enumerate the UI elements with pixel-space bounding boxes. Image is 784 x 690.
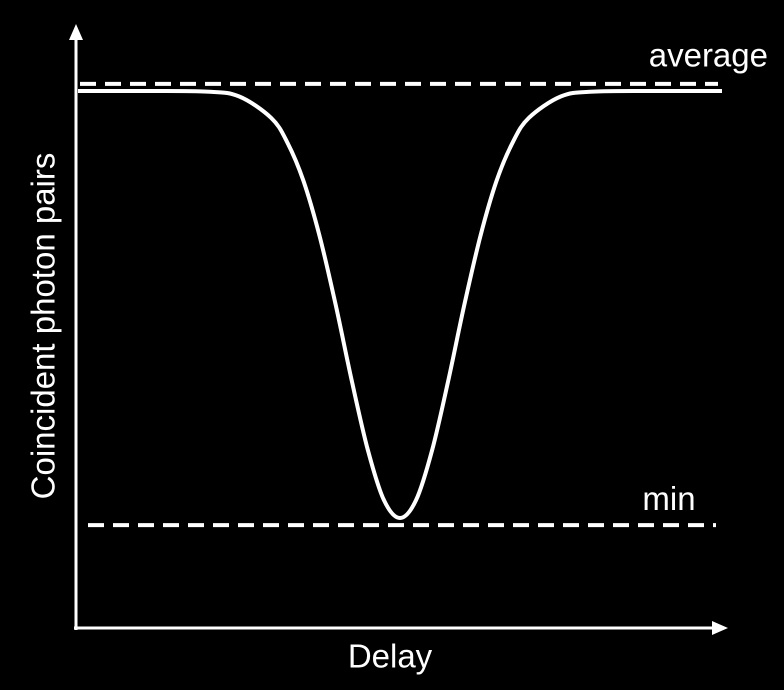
x-axis-arrow [712, 621, 728, 635]
reference-label: average [649, 37, 768, 74]
x-axis-label: Delay [348, 638, 433, 675]
reference-label: min [642, 480, 695, 517]
y-axis-label: Coincident photon pairs [25, 153, 62, 500]
y-axis-arrow [69, 24, 83, 40]
data-line [77, 88, 723, 520]
